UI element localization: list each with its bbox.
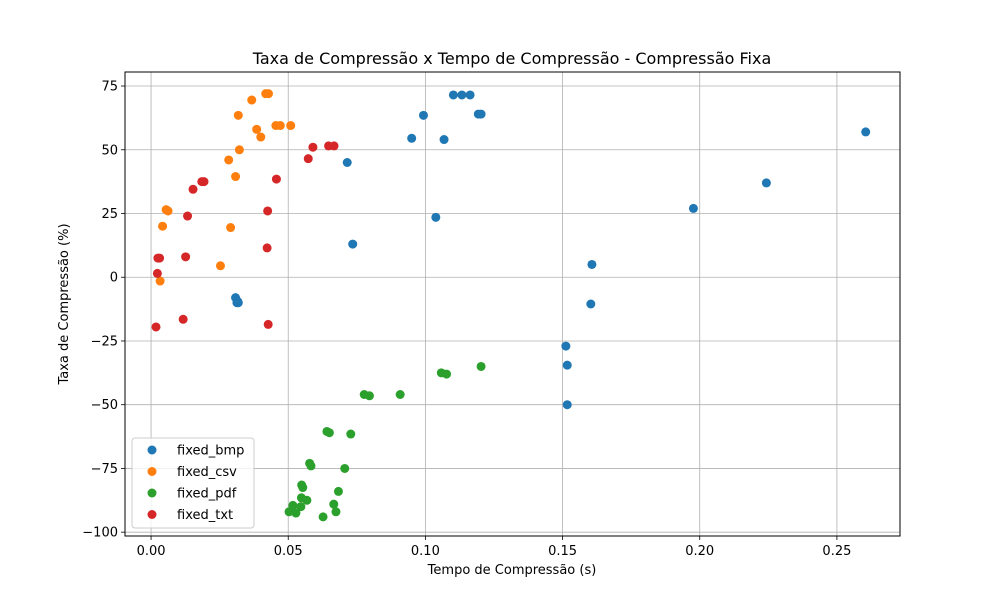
data-point-fixed-bmp — [407, 133, 417, 143]
data-point-fixed-bmp — [586, 299, 596, 309]
legend-marker-fixed-pdf — [147, 488, 157, 498]
data-point-fixed-txt — [178, 314, 188, 324]
y-tick-label: −100 — [82, 526, 118, 541]
data-point-fixed-pdf — [333, 486, 343, 496]
data-point-fixed-csv — [231, 172, 241, 182]
data-point-fixed-bmp — [561, 341, 571, 351]
y-tick-label: 75 — [101, 80, 118, 95]
data-point-fixed-txt — [303, 154, 313, 164]
data-point-fixed-txt — [271, 174, 281, 184]
data-point-fixed-bmp — [348, 239, 358, 249]
data-point-fixed-bmp — [233, 296, 243, 306]
x-tick-label: 0.15 — [548, 544, 577, 559]
data-point-fixed-csv — [215, 261, 225, 271]
legend: fixed_bmp fixed_csv fixed_pdf fixed_txt — [131, 437, 255, 529]
data-point-fixed-pdf — [395, 390, 405, 400]
data-point-fixed-bmp — [431, 212, 441, 222]
data-point-fixed-bmp — [562, 400, 572, 410]
data-point-fixed-csv — [224, 155, 234, 165]
data-point-fixed-txt — [199, 177, 209, 187]
x-tick-label: 0.10 — [411, 544, 440, 559]
x-tick-label: 0.05 — [274, 544, 303, 559]
data-point-fixed-bmp — [465, 90, 475, 100]
data-point-fixed-csv — [233, 110, 243, 120]
data-point-fixed-txt — [329, 141, 339, 151]
data-point-fixed-csv — [247, 95, 257, 105]
x-tick-label: 0.20 — [685, 544, 714, 559]
data-point-fixed-pdf — [331, 507, 341, 517]
x-tick-label: 0.00 — [137, 544, 166, 559]
data-point-fixed-bmp — [448, 90, 458, 100]
data-point-fixed-txt — [263, 206, 273, 216]
data-point-fixed-bmp — [562, 360, 572, 370]
data-point-fixed-csv — [252, 124, 262, 134]
data-point-fixed-bmp — [861, 127, 871, 137]
data-point-fixed-pdf — [291, 508, 301, 518]
legend-label: fixed_csv — [177, 465, 237, 480]
x-axis-label: Tempo de Compressão (s) — [427, 563, 597, 578]
data-point-fixed-csv — [155, 276, 165, 286]
data-point-fixed-pdf — [329, 499, 339, 509]
legend-marker-fixed-bmp — [147, 445, 157, 455]
data-point-fixed-txt — [188, 184, 198, 194]
data-point-fixed-txt — [308, 142, 318, 152]
data-point-fixed-csv — [163, 206, 173, 216]
data-point-fixed-csv — [226, 223, 236, 233]
data-point-fixed-pdf — [346, 429, 356, 439]
legend-label: fixed_txt — [177, 508, 233, 523]
y-tick-label: −25 — [91, 334, 118, 349]
data-point-fixed-bmp — [476, 109, 486, 119]
data-point-fixed-txt — [151, 322, 161, 332]
y-tick-label: 50 — [101, 143, 118, 158]
data-point-fixed-bmp — [587, 259, 597, 269]
data-point-fixed-pdf — [476, 361, 486, 371]
data-point-fixed-csv — [286, 121, 296, 131]
data-point-fixed-txt — [262, 243, 272, 253]
data-point-fixed-pdf — [324, 428, 334, 438]
data-point-fixed-csv — [275, 121, 285, 131]
legend-box — [131, 437, 255, 529]
legend-marker-fixed-txt — [147, 510, 157, 519]
data-point-fixed-csv — [263, 89, 273, 99]
data-point-fixed-txt — [155, 253, 165, 263]
data-point-fixed-txt — [183, 211, 193, 221]
data-point-fixed-csv — [234, 145, 244, 155]
data-point-fixed-bmp — [439, 135, 449, 145]
chart-title: Taxa de Compressão x Tempo de Compressão… — [252, 49, 772, 68]
x-tick-label: 0.25 — [822, 544, 851, 559]
data-point-fixed-txt — [181, 252, 191, 262]
data-point-fixed-txt — [152, 268, 162, 278]
data-point-fixed-pdf — [288, 500, 298, 510]
legend-marker-fixed-csv — [147, 467, 157, 476]
data-point-fixed-pdf — [302, 495, 312, 505]
data-point-fixed-pdf — [318, 512, 328, 522]
y-tick-label: 0 — [110, 271, 118, 286]
data-point-fixed-pdf — [306, 461, 316, 471]
data-point-fixed-pdf — [298, 483, 308, 493]
legend-label: fixed_pdf — [177, 487, 237, 502]
data-point-fixed-bmp — [761, 178, 771, 188]
y-tick-label: −75 — [91, 462, 118, 477]
data-point-fixed-csv — [158, 221, 168, 231]
data-points — [151, 89, 871, 522]
plot-area-frame — [124, 71, 901, 537]
data-point-fixed-bmp — [418, 110, 428, 120]
y-tick-label: 25 — [101, 207, 118, 222]
data-point-fixed-pdf — [442, 369, 452, 379]
data-point-fixed-bmp — [457, 90, 467, 100]
data-point-fixed-csv — [256, 132, 266, 142]
y-axis-label: Taxa de Compressão (%) — [57, 223, 72, 385]
data-point-fixed-pdf — [296, 502, 306, 512]
data-point-fixed-bmp — [342, 158, 352, 168]
data-point-fixed-pdf — [364, 391, 374, 401]
axis-ticks: 0.00 0.05 0.10 0.15 0.20 0.25 −100 −75 −50 −25 0 25… — [82, 80, 851, 559]
y-tick-label: −50 — [91, 398, 118, 413]
data-point-fixed-bmp — [688, 203, 698, 213]
data-point-fixed-txt — [263, 319, 273, 329]
legend-label: fixed_bmp — [177, 444, 244, 459]
data-point-fixed-pdf — [340, 463, 350, 473]
